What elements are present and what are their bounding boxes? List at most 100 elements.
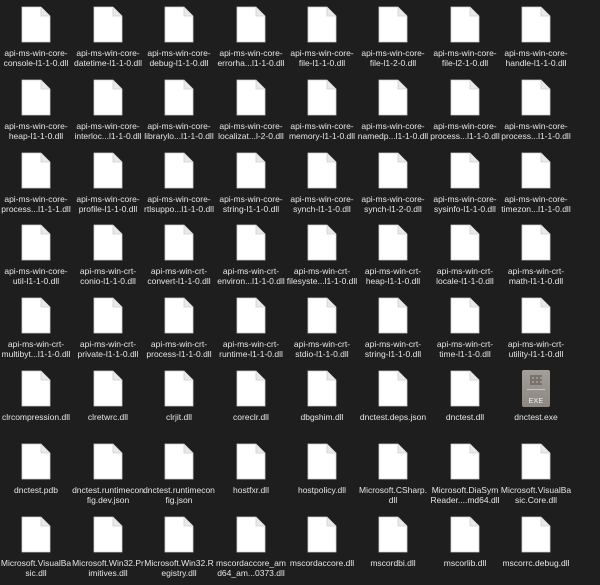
file-item[interactable]: EXE dnctest.exe bbox=[500, 367, 572, 439]
file-item[interactable]: mscordaccore_amd64_am...0373.dll bbox=[215, 513, 287, 585]
document-icon bbox=[236, 370, 266, 407]
document-icon bbox=[93, 6, 123, 43]
document-icon bbox=[307, 443, 337, 480]
file-item[interactable]: api-ms-win-crt-process-l1-1-0.dll bbox=[143, 294, 215, 366]
file-item[interactable]: api-ms-win-core-file-l1-2-0.dll bbox=[357, 3, 429, 75]
file-item[interactable]: api-ms-win-crt-locale-l1-1-0.dll bbox=[429, 221, 501, 293]
file-item[interactable]: api-ms-win-core-namedp...l1-1-0.dll bbox=[357, 76, 429, 148]
document-icon bbox=[164, 516, 194, 553]
file-item[interactable]: coreclr.dll bbox=[215, 367, 287, 439]
file-item[interactable]: api-ms-win-core-rtlsuppo...l1-1-0.dll bbox=[143, 149, 215, 221]
file-item[interactable]: Microsoft.CSharp.dll bbox=[357, 440, 429, 512]
file-item[interactable]: api-ms-win-core-memory-l1-1-0.dll bbox=[286, 76, 358, 148]
file-name-label: dbgshim.dll bbox=[300, 412, 344, 422]
file-item[interactable]: api-ms-win-core-process...l1-1-0.dll bbox=[500, 76, 572, 148]
file-item[interactable]: api-ms-win-crt-runtime-l1-1-0.dll bbox=[215, 294, 287, 366]
file-item[interactable]: api-ms-win-core-librarylo...l1-1-0.dll bbox=[143, 76, 215, 148]
file-item[interactable]: api-ms-win-core-file-l2-1-0.dll bbox=[429, 3, 501, 75]
file-item[interactable]: api-ms-win-core-util-l1-1-0.dll bbox=[0, 221, 72, 293]
file-item[interactable]: api-ms-win-core-process...l1-1-0.dll bbox=[429, 76, 501, 148]
file-name-label: Microsoft.Win32.Primitives.dll bbox=[72, 558, 144, 578]
file-name-label: mscordaccore.dll bbox=[289, 558, 355, 568]
file-item[interactable]: Microsoft.VisualBasic.dll bbox=[0, 513, 72, 585]
document-icon bbox=[236, 152, 266, 189]
document-icon bbox=[521, 516, 551, 553]
document-icon bbox=[307, 152, 337, 189]
file-item[interactable]: api-ms-win-core-file-l1-1-0.dll bbox=[286, 3, 358, 75]
document-icon bbox=[521, 224, 551, 261]
file-item[interactable]: api-ms-win-crt-filesyste...l1-1-0.dll bbox=[286, 221, 358, 293]
file-name-label: Microsoft.VisualBasic.dll bbox=[0, 558, 72, 578]
file-item[interactable]: api-ms-win-core-process...l1-1-1.dll bbox=[0, 149, 72, 221]
file-item[interactable]: mscorlib.dll bbox=[429, 513, 501, 585]
file-item[interactable]: api-ms-win-crt-heap-l1-1-0.dll bbox=[357, 221, 429, 293]
file-item[interactable]: Microsoft.VisualBasic.Core.dll bbox=[500, 440, 572, 512]
file-name-label: clretwrc.dll bbox=[87, 412, 129, 422]
file-item[interactable]: api-ms-win-crt-private-l1-1-0.dll bbox=[72, 294, 144, 366]
file-item[interactable]: mscordbi.dll bbox=[357, 513, 429, 585]
file-item[interactable]: api-ms-win-crt-time-l1-1-0.dll bbox=[429, 294, 501, 366]
file-item[interactable]: clretwrc.dll bbox=[72, 367, 144, 439]
file-item[interactable]: dnctest.pdb bbox=[0, 440, 72, 512]
file-item[interactable]: mscorrc.debug.dll bbox=[500, 513, 572, 585]
file-name-label: api-ms-win-core-datetime-l1-1-0.dll bbox=[73, 48, 143, 68]
file-name-label: Microsoft.Win32.Registry.dll bbox=[144, 558, 214, 578]
file-item[interactable]: clrcompression.dll bbox=[0, 367, 72, 439]
file-name-label: api-ms-win-core-debug-l1-1-0.dll bbox=[147, 48, 211, 68]
file-item[interactable]: api-ms-win-crt-convert-l1-1-0.dll bbox=[143, 221, 215, 293]
document-icon bbox=[21, 79, 51, 116]
document-icon bbox=[236, 79, 266, 116]
document-icon bbox=[21, 152, 51, 189]
file-name-label: api-ms-win-core-synch-l1-1-0.dll bbox=[290, 194, 354, 214]
document-icon bbox=[378, 79, 408, 116]
file-item[interactable]: dnctest.runtimeconfig.dev.json bbox=[72, 440, 144, 512]
file-item[interactable]: dnctest.deps.json bbox=[357, 367, 429, 439]
file-name-label: api-ms-win-crt-filesyste...l1-1-0.dll bbox=[286, 266, 358, 286]
file-item[interactable]: dnctest.dll bbox=[429, 367, 501, 439]
file-name-label: api-ms-win-crt-runtime-l1-1-0.dll bbox=[219, 339, 283, 359]
file-item[interactable]: api-ms-win-core-profile-l1-1-0.dll bbox=[72, 149, 144, 221]
document-icon bbox=[93, 152, 123, 189]
file-item[interactable]: api-ms-win-core-string-l1-1-0.dll bbox=[215, 149, 287, 221]
file-name-label: api-ms-win-crt-environ...l1-1-0.dll bbox=[217, 266, 285, 286]
file-item[interactable]: api-ms-win-crt-stdio-l1-1-0.dll bbox=[286, 294, 358, 366]
file-item[interactable]: mscordaccore.dll bbox=[286, 513, 358, 585]
file-item[interactable]: dnctest.runtimeconfig.json bbox=[143, 440, 215, 512]
file-item[interactable]: api-ms-win-core-localizat...l-2-0.dll bbox=[215, 76, 287, 148]
file-name-label: api-ms-win-crt-utility-l1-1-0.dll bbox=[507, 339, 565, 359]
file-item[interactable]: api-ms-win-core-datetime-l1-1-0.dll bbox=[72, 3, 144, 75]
file-item[interactable]: api-ms-win-crt-string-l1-1-0.dll bbox=[357, 294, 429, 366]
file-item[interactable]: api-ms-win-crt-utility-l1-1-0.dll bbox=[500, 294, 572, 366]
file-name-label: api-ms-win-core-process...l1-1-1.dll bbox=[1, 194, 71, 214]
file-item[interactable]: Microsoft.Win32.Primitives.dll bbox=[72, 513, 144, 585]
file-item[interactable]: api-ms-win-crt-conio-l1-1-0.dll bbox=[72, 221, 144, 293]
file-item[interactable]: api-ms-win-core-sysinfo-l1-1-0.dll bbox=[429, 149, 501, 221]
file-item[interactable]: dbgshim.dll bbox=[286, 367, 358, 439]
file-item[interactable]: api-ms-win-crt-environ...l1-1-0.dll bbox=[215, 221, 287, 293]
file-item[interactable]: api-ms-win-core-timezon...l1-1-0.dll bbox=[500, 149, 572, 221]
file-item[interactable]: api-ms-win-core-debug-l1-1-0.dll bbox=[143, 3, 215, 75]
file-item[interactable]: api-ms-win-core-heap-l1-1-0.dll bbox=[0, 76, 72, 148]
document-icon bbox=[236, 297, 266, 334]
document-icon bbox=[307, 224, 337, 261]
file-item[interactable]: clrjit.dll bbox=[143, 367, 215, 439]
file-item[interactable]: Microsoft.DiaSymReader....md64.dll bbox=[429, 440, 501, 512]
file-name-label: api-ms-win-crt-conio-l1-1-0.dll bbox=[79, 266, 137, 286]
file-item[interactable]: api-ms-win-core-synch-l1-1-0.dll bbox=[286, 149, 358, 221]
file-item[interactable]: Microsoft.Win32.Registry.dll bbox=[143, 513, 215, 585]
file-item[interactable]: api-ms-win-core-handle-l1-1-0.dll bbox=[500, 3, 572, 75]
file-item[interactable]: hostfxr.dll bbox=[215, 440, 287, 512]
document-icon bbox=[521, 443, 551, 480]
file-item[interactable]: api-ms-win-core-console-l1-1-0.dll bbox=[0, 3, 72, 75]
exe-badge-text: EXE bbox=[528, 398, 544, 405]
file-item[interactable]: api-ms-win-core-errorha...l1-1-0.dll bbox=[215, 3, 287, 75]
file-name-label: dnctest.pdb bbox=[14, 485, 58, 495]
file-item[interactable]: api-ms-win-core-synch-l1-2-0.dll bbox=[357, 149, 429, 221]
file-item[interactable]: api-ms-win-crt-math-l1-1-0.dll bbox=[500, 221, 572, 293]
file-item[interactable]: hostpolicy.dll bbox=[286, 440, 358, 512]
file-item[interactable]: api-ms-win-crt-multibyt...l1-1-0.dll bbox=[0, 294, 72, 366]
file-item[interactable]: api-ms-win-core-interloc...l1-1-0.dll bbox=[72, 76, 144, 148]
file-name-label: mscordaccore_amd64_am...0373.dll bbox=[216, 558, 286, 578]
document-icon bbox=[378, 297, 408, 334]
document-icon bbox=[378, 6, 408, 43]
